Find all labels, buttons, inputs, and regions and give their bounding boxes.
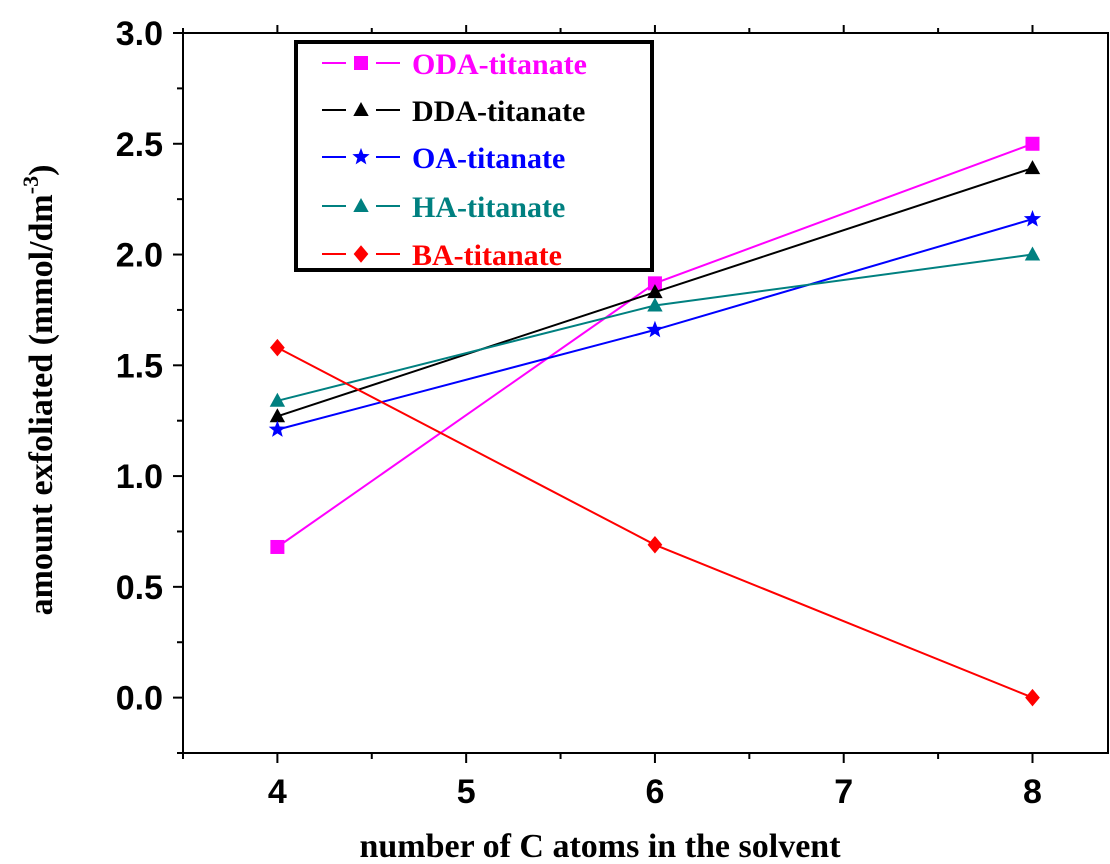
legend-marker [353, 101, 369, 116]
legend-entry-dda-titanate: DDA-titanate [322, 95, 585, 128]
axes: 4 5 6 7 8 0.0 0.5 1.0 1.5 2.0 2.5 3.0 [116, 15, 1109, 811]
data-point [1024, 160, 1041, 175]
data-point [647, 284, 663, 299]
series-dda-titanate [269, 160, 1041, 423]
plot-frame [182, 32, 1109, 754]
y-tick-label: 0.0 [116, 680, 163, 718]
data-point [1023, 209, 1042, 227]
x-tick-label: 7 [834, 773, 853, 811]
data-point [268, 420, 287, 437]
y-tick-label: 2.5 [116, 126, 163, 164]
legend-entry-ha-titanate: HA-titanate [322, 191, 565, 224]
data-point [1025, 136, 1040, 151]
y-axis-title: amount exfoliated (mmol/dm-3) [18, 165, 60, 616]
legend-label: HA-titanate [412, 191, 565, 224]
legend-label: OA-titanate [412, 142, 565, 175]
legend-marker [353, 245, 369, 263]
legend-label: DDA-titanate [412, 95, 585, 128]
y-axis-title-close: ) [23, 165, 60, 176]
series-ha-titanate [269, 246, 1041, 407]
data-point [1024, 246, 1041, 261]
series-oa-titanate [268, 209, 1042, 437]
data-point [646, 320, 664, 338]
data-point [269, 408, 286, 423]
series-oda-titanate [270, 136, 1040, 554]
x-tick-label: 6 [645, 773, 664, 811]
x-tick-label: 5 [457, 773, 476, 811]
y-axis-title-superscript: -3 [18, 176, 43, 194]
legend-marker [353, 197, 369, 212]
legend-label: BA-titanate [412, 239, 562, 272]
legend-entry-oda-titanate: ODA-titanate [322, 48, 587, 81]
series-layer [268, 136, 1042, 707]
legend-marker [352, 147, 370, 165]
data-point [647, 297, 663, 312]
data-point [270, 539, 285, 554]
data-point [270, 338, 285, 357]
data-point [647, 276, 662, 291]
data-point [647, 536, 663, 554]
legend: ODA-titanate DDA-titanate OA-titanate HA-ti… [294, 40, 654, 272]
x-axis-title: number of C atoms in the solvent [359, 828, 841, 864]
data-point [1025, 688, 1040, 707]
x-tick-label: 8 [1023, 773, 1042, 811]
x-tick-label: 4 [268, 773, 287, 811]
data-point [269, 392, 286, 407]
y-axis-title-text: amount exfoliated (mmol/dm [23, 194, 60, 615]
y-tick-label: 0.5 [116, 569, 163, 607]
legend-entry-ba-titanate: BA-titanate [322, 239, 562, 272]
y-tick-label: 1.5 [116, 347, 163, 385]
y-tick-label: 1.0 [116, 458, 163, 496]
legend-entry-oa-titanate: OA-titanate [322, 142, 565, 175]
series-ba-titanate [270, 338, 1040, 707]
legend-label: ODA-titanate [412, 48, 587, 81]
y-tick-label: 3.0 [116, 15, 163, 53]
legend-marker [354, 56, 368, 70]
y-tick-label: 2.0 [116, 237, 163, 275]
